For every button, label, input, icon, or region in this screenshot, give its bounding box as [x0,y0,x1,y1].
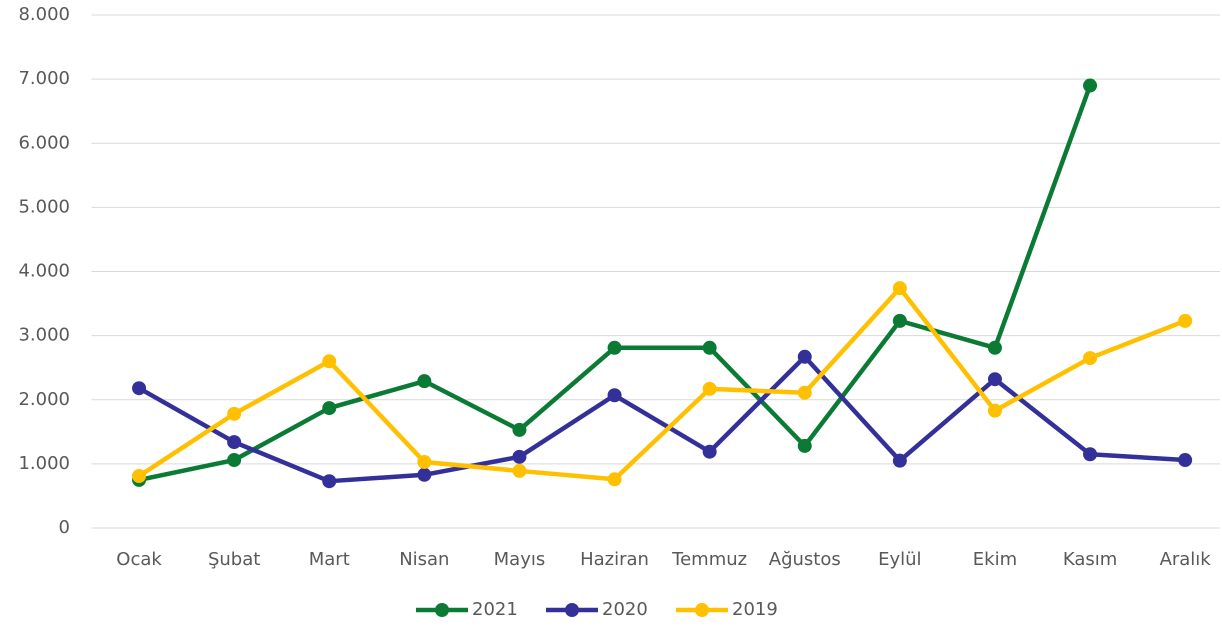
data-point [702,340,717,355]
x-tick-label: Ocak [116,549,162,570]
x-tick-label: Şubat [208,549,260,570]
legend-marker [435,603,449,617]
data-point [702,381,717,396]
y-tick-label: 7.000 [18,68,70,89]
y-tick-label: 6.000 [18,132,70,153]
data-point [417,454,432,469]
x-tick-label: Ekim [973,549,1017,570]
data-point [227,453,242,468]
y-tick-label: 2.000 [18,389,70,410]
x-tick-label: Haziran [580,549,649,570]
data-point [512,449,527,464]
x-tick-label: Nisan [399,549,449,570]
legend-label: 2019 [732,599,778,620]
y-tick-label: 5.000 [18,196,70,217]
data-point [322,401,337,416]
data-point [892,453,907,468]
x-tick-label: Ağustos [769,549,841,570]
data-point [987,372,1002,387]
legend-marker [565,603,579,617]
data-point [1178,453,1193,468]
series-line [137,285,1186,482]
y-tick-label: 3.000 [18,325,70,346]
x-tick-label: Eylül [878,549,921,570]
data-point [132,381,147,396]
data-point [1083,447,1098,462]
legend-marker [695,603,709,617]
data-point [987,340,1002,355]
x-tick-label: Aralık [1160,549,1212,570]
data-point [702,444,717,459]
data-point [512,463,527,478]
y-tick-label: 4.000 [18,261,70,282]
data-point [1083,351,1098,366]
x-tick-label: Kasım [1063,549,1117,570]
data-point [417,467,432,482]
data-point [1178,313,1193,328]
y-tick-label: 8.000 [18,4,70,25]
data-point [322,354,337,369]
data-point [227,406,242,421]
data-point [797,438,812,453]
data-point [892,313,907,328]
y-tick-label: 1.000 [18,453,70,474]
data-point [987,403,1002,418]
data-point [797,349,812,364]
data-point [132,469,147,484]
x-tick-label: Mart [309,549,350,570]
data-point [607,388,622,403]
series-line [137,354,1186,484]
data-point [607,340,622,355]
data-point [1083,78,1098,93]
data-point [512,422,527,437]
data-point [892,281,907,296]
data-point [322,474,337,489]
data-point [607,472,622,487]
legend-label: 2020 [602,599,648,620]
legend-label: 2021 [472,599,518,620]
data-point [797,385,812,400]
x-tick-label: Temmuz [671,549,747,570]
data-point [227,435,242,450]
data-point [417,374,432,389]
x-tick-label: Mayıs [494,549,546,570]
y-tick-label: 0 [59,517,70,538]
